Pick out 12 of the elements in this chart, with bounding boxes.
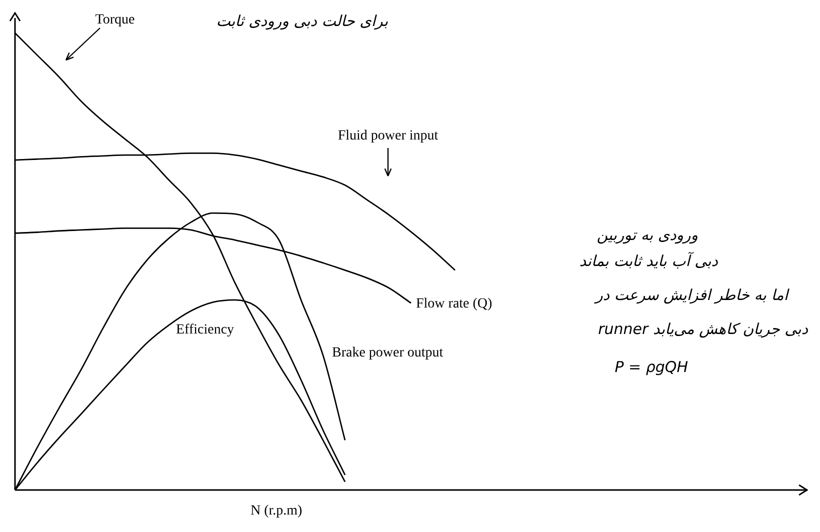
- text: Torque: [95, 12, 135, 28]
- annotation: اما به خاطر افزایش سرعت در: [596, 286, 788, 304]
- annotation: ورودی به توربین: [596, 226, 698, 244]
- series-label: Brake power output: [332, 346, 444, 361]
- text: Fluid power input: [338, 128, 438, 144]
- annotation: دبی آب باید ثابت بماند: [579, 252, 718, 270]
- series-label: Flow rate (Q): [416, 296, 493, 312]
- x-axis-title: N (r.p.m): [250, 504, 303, 519]
- annotation: runner دبی جریان کاهش می‌یابد: [598, 320, 808, 338]
- annotation: P = ρgQH: [614, 358, 688, 376]
- series-label: Efficiency: [176, 322, 234, 338]
- text: برای حالت دبی ورودی ثابت: [216, 12, 388, 30]
